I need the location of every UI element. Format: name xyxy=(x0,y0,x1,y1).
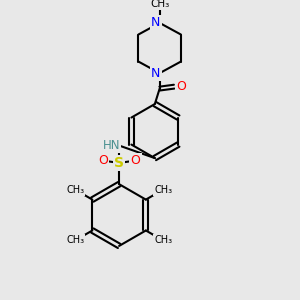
Text: HN: HN xyxy=(103,139,120,152)
Text: N: N xyxy=(151,67,160,80)
Text: CH₃: CH₃ xyxy=(154,185,172,195)
Text: CH₃: CH₃ xyxy=(154,235,172,245)
Text: N: N xyxy=(151,16,160,29)
Text: O: O xyxy=(176,80,186,93)
Text: CH₃: CH₃ xyxy=(66,185,84,195)
Text: S: S xyxy=(114,156,124,170)
Text: CH₃: CH₃ xyxy=(150,0,169,9)
Text: O: O xyxy=(130,154,140,167)
Text: O: O xyxy=(98,154,108,167)
Text: CH₃: CH₃ xyxy=(66,235,84,245)
